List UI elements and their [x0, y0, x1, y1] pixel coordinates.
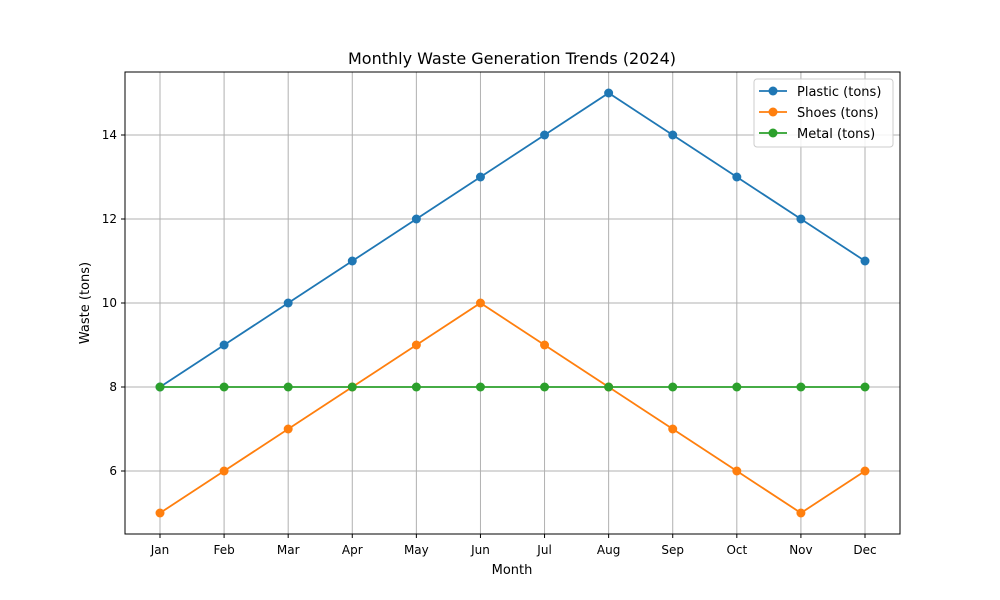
x-tick-label: Aug: [597, 543, 620, 557]
y-tick-label: 12: [102, 212, 117, 226]
x-tick-label: Oct: [726, 543, 747, 557]
data-point: [283, 298, 293, 308]
data-point: [668, 424, 678, 434]
y-tick-label: 6: [109, 464, 117, 478]
data-point: [604, 382, 614, 392]
y-axis-label: Waste (tons): [78, 262, 93, 344]
chart-title: Monthly Waste Generation Trends (2024): [348, 49, 676, 68]
series-line: [159, 301, 866, 515]
data-point: [732, 466, 742, 476]
y-axis: 6 8 10 12 14: [102, 128, 125, 478]
data-point: [668, 382, 678, 392]
data-point: [732, 382, 742, 392]
data-point: [860, 382, 870, 392]
x-tick-label: Dec: [853, 543, 876, 557]
y-tick-label: 10: [102, 296, 117, 310]
x-tick-label: Nov: [789, 543, 812, 557]
data-point: [475, 382, 485, 392]
data-point: [540, 382, 550, 392]
data-point: [411, 382, 421, 392]
x-axis: Jan Feb Mar Apr May Jun Jul Aug Sep Oct Nov Dec: [150, 534, 877, 557]
legend-marker: [768, 86, 778, 96]
data-point: [860, 256, 870, 266]
data-point: [796, 382, 806, 392]
legend-marker: [768, 107, 778, 117]
data-point: [540, 130, 550, 140]
data-point: [411, 214, 421, 224]
data-point: [796, 508, 806, 518]
x-tick-label: Jan: [150, 543, 170, 557]
legend-label: Metal (tons): [797, 127, 875, 142]
data-point: [155, 382, 165, 392]
data-point: [347, 382, 357, 392]
x-axis-label: Month: [492, 563, 533, 578]
legend-box: [753, 78, 894, 148]
data-point: [475, 172, 485, 182]
x-tick-label: Mar: [277, 543, 300, 557]
data-point: [155, 508, 165, 518]
x-tick-label: Sep: [661, 543, 684, 557]
legend-label: Plastic (tons): [797, 85, 881, 100]
y-tick-label: 14: [102, 128, 117, 142]
data-point: [283, 424, 293, 434]
x-tick-label: Feb: [213, 543, 234, 557]
x-tick-label: Jul: [536, 543, 551, 557]
data-point: [219, 340, 229, 350]
legend-label: Shoes (tons): [797, 106, 879, 121]
data-point: [796, 214, 806, 224]
data-point: [219, 382, 229, 392]
series-2: [155, 298, 870, 518]
data-point: [219, 466, 229, 476]
data-point: [347, 256, 357, 266]
x-tick-label: May: [404, 543, 429, 557]
data-point: [668, 130, 678, 140]
series-3: [155, 382, 870, 392]
data-point: [283, 382, 293, 392]
data-point: [475, 298, 485, 308]
legend: Plastic (tons) Shoes (tons) Metal (tons): [753, 78, 894, 148]
x-tick-label: Jun: [470, 543, 490, 557]
data-point: [411, 340, 421, 350]
y-tick-label: 8: [109, 380, 117, 394]
series-line: [159, 91, 866, 388]
data-point: [732, 172, 742, 182]
data-point: [604, 88, 614, 98]
x-tick-label: Apr: [342, 543, 363, 557]
legend-marker: [768, 128, 778, 138]
data-point: [540, 340, 550, 350]
data-point: [860, 466, 870, 476]
series-1: [155, 88, 870, 392]
series-layer: [155, 88, 870, 518]
